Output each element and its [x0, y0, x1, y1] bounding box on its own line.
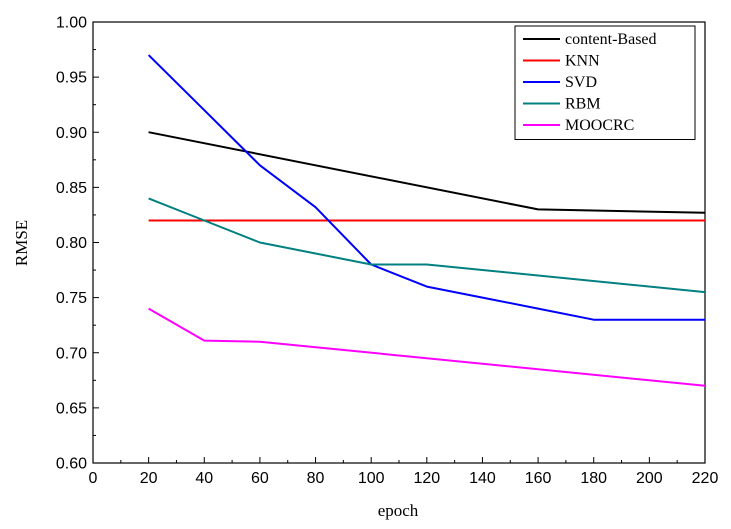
series-line-rbm: [148, 197, 706, 294]
y-tick-label: 0.95: [56, 70, 87, 87]
y-tick-label: 0.75: [56, 290, 87, 307]
x-tick-label: 0: [89, 470, 98, 487]
series-line-content-based: [148, 131, 706, 214]
x-tick-label: 60: [251, 470, 269, 487]
x-tick-label: 20: [140, 470, 158, 487]
y-tick-label: 1.00: [56, 15, 87, 32]
y-tick-label: 0.90: [56, 125, 87, 142]
x-tick-label: 120: [413, 470, 440, 487]
x-axis-title: epoch: [378, 501, 419, 520]
x-tick-label: 140: [469, 470, 496, 487]
y-tick-label: 0.70: [56, 345, 87, 362]
legend-label: SVD: [565, 74, 597, 91]
legend-label: MOOCRC: [565, 117, 634, 134]
x-axis: 0 20 40 60 80 100 120 140 160 180 200 220: [89, 457, 719, 487]
y-axis-title: RMSE: [12, 220, 31, 266]
x-tick-label: 160: [525, 470, 552, 487]
x-tick-label: 100: [358, 470, 385, 487]
series-lines: [147, 54, 706, 387]
y-tick-label: 0.85: [56, 180, 87, 197]
series-line-moocrc: [148, 307, 706, 387]
y-tick-label: 0.80: [56, 235, 87, 252]
y-tick-label: 0.60: [56, 456, 87, 473]
x-tick-label: 40: [195, 470, 213, 487]
x-tick-label: 200: [636, 470, 663, 487]
x-tick-label: 80: [307, 470, 325, 487]
legend-label: KNN: [565, 53, 600, 70]
series-line-svd: [147, 54, 705, 321]
legend: content-Based KNN SVD RBM MOOCRC: [514, 25, 696, 140]
x-tick-label: 220: [692, 470, 719, 487]
y-tick-label: 0.65: [56, 400, 87, 417]
y-axis: 0.60 0.65 0.70 0.75 0.80 0.85 0.90 0.95 1.00: [56, 15, 99, 473]
legend-label: content-Based: [565, 31, 657, 48]
legend-label: RBM: [565, 96, 601, 113]
x-tick-label: 180: [580, 470, 607, 487]
